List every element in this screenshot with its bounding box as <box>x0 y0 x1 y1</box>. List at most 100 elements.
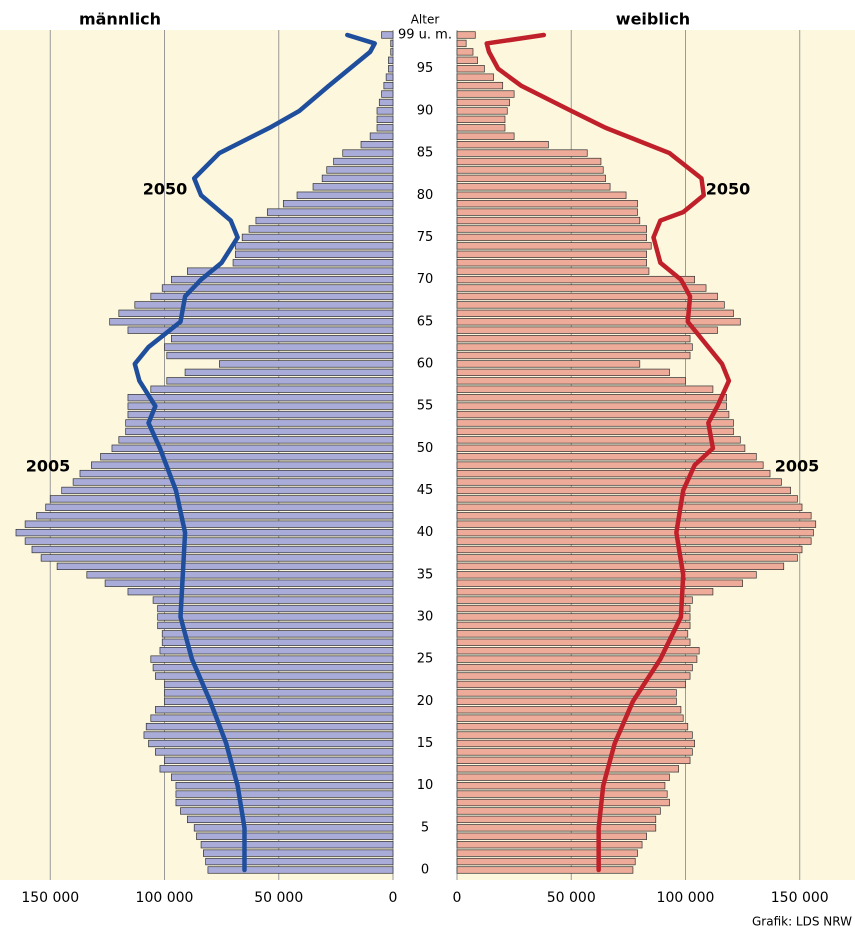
bar <box>218 360 394 368</box>
left-label: männlich <box>79 10 161 29</box>
bar <box>381 31 394 39</box>
bar <box>456 857 636 866</box>
bar <box>456 773 670 781</box>
bar <box>72 478 394 486</box>
bar <box>456 318 741 326</box>
bar <box>24 537 394 545</box>
x-tick-label: 50 000 <box>254 890 303 906</box>
bar <box>143 731 394 739</box>
bar <box>456 174 606 183</box>
bar <box>205 857 394 866</box>
bar <box>196 832 394 840</box>
bar <box>45 503 394 511</box>
bar <box>456 832 647 840</box>
bar <box>378 98 394 107</box>
bar <box>390 48 394 56</box>
bar <box>456 309 734 317</box>
bar <box>180 807 394 815</box>
age-tick-label: 20 <box>417 694 434 709</box>
bar <box>150 655 394 663</box>
bar <box>456 621 691 630</box>
x-tick-label: 100 000 <box>657 890 715 906</box>
bar <box>321 174 394 183</box>
bar <box>145 722 394 731</box>
bar <box>109 318 394 326</box>
bar <box>456 638 691 646</box>
bar <box>456 419 734 427</box>
age-tick-label: 55 <box>417 399 434 414</box>
bar <box>171 275 394 284</box>
bar <box>456 385 714 393</box>
bar <box>127 394 394 402</box>
age-tick-label: 95 <box>417 61 434 76</box>
bar <box>456 453 757 461</box>
bar <box>456 545 803 554</box>
bar <box>164 697 394 705</box>
bar <box>200 841 394 849</box>
bar <box>456 486 791 495</box>
bar <box>36 512 394 520</box>
age-tick-label: 99 u. m. <box>398 28 452 43</box>
bar <box>456 343 693 351</box>
series-label: 2050 <box>706 180 751 199</box>
bar <box>456 191 627 199</box>
bar <box>150 292 394 301</box>
bar <box>456 672 691 680</box>
bar <box>456 427 734 436</box>
bar <box>159 765 394 773</box>
bar <box>61 486 394 495</box>
bar <box>456 739 695 748</box>
bar <box>157 604 394 613</box>
bar <box>456 115 506 123</box>
bar <box>164 680 394 689</box>
bar <box>456 132 515 140</box>
bar <box>456 824 657 832</box>
age-tick-label: 70 <box>417 272 434 287</box>
bar <box>456 402 727 410</box>
bar <box>456 520 817 528</box>
bar <box>456 334 691 343</box>
bar <box>456 512 812 520</box>
bar <box>100 453 394 461</box>
bar <box>456 81 504 90</box>
bar <box>456 149 588 157</box>
bar <box>456 200 638 208</box>
bar <box>282 200 394 208</box>
bar <box>164 343 394 351</box>
bar <box>456 714 684 722</box>
age-tick-label: 15 <box>417 736 434 751</box>
bar <box>157 621 394 630</box>
age-tick-label: 45 <box>417 483 434 498</box>
bar <box>456 478 782 486</box>
bar <box>456 259 647 267</box>
bar <box>148 739 394 748</box>
bar <box>456 689 677 697</box>
bar <box>232 259 394 267</box>
bar <box>56 562 394 571</box>
bar <box>150 385 394 393</box>
x-tick-label: 50 000 <box>547 890 596 906</box>
bar <box>91 461 394 469</box>
bar <box>369 132 394 140</box>
bar <box>312 183 394 191</box>
series-label: 2050 <box>143 180 188 199</box>
bar <box>127 588 394 596</box>
bar <box>104 579 394 587</box>
bar <box>134 301 394 309</box>
bar <box>456 56 478 64</box>
bar <box>456 655 698 663</box>
bar <box>118 309 394 317</box>
bar <box>125 427 394 436</box>
bar <box>456 562 785 571</box>
bar <box>161 630 394 638</box>
bar <box>456 756 691 764</box>
bar <box>456 663 693 672</box>
bar <box>456 748 693 756</box>
bar <box>234 242 394 250</box>
bar <box>456 90 515 98</box>
series-label: 2005 <box>775 457 820 476</box>
bar <box>164 689 394 697</box>
bar <box>79 469 394 478</box>
line-2050 <box>132 32 377 873</box>
bar <box>456 537 812 545</box>
